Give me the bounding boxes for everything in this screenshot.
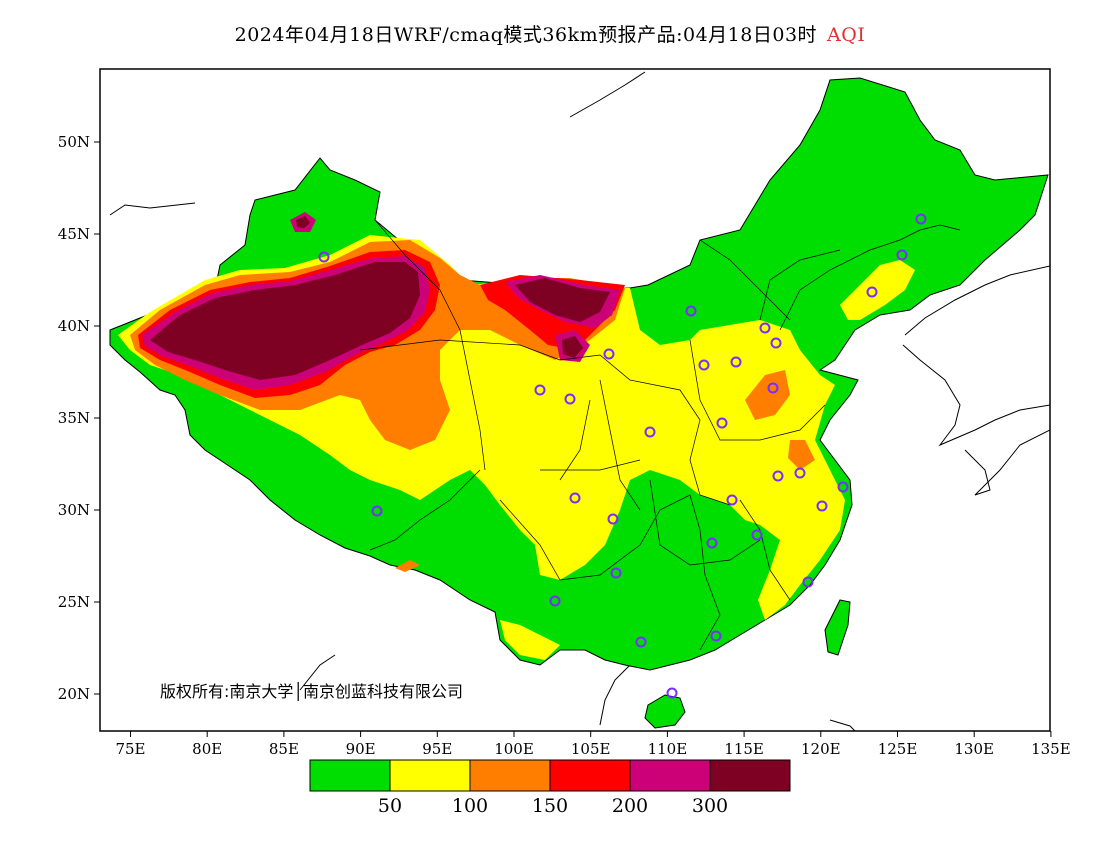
aqi-hotspot-ordos-core <box>562 336 583 358</box>
city-marker <box>837 481 849 493</box>
aqi-region-hazardous <box>150 262 420 380</box>
coastline-korea-japan <box>902 265 1050 496</box>
map-title: 2024年04月18日WRF/cmaq模式36km预报产品:04月18日03时 A… <box>0 20 1100 47</box>
lon-tick-label: 85E <box>269 740 299 758</box>
city-marker <box>726 494 738 506</box>
legend-swatch <box>629 759 711 792</box>
city-marker <box>794 467 806 479</box>
city-marker <box>866 286 878 298</box>
lon-tick-label: 115E <box>724 740 764 758</box>
city-marker <box>896 249 908 261</box>
aqi-region-usg-tibet <box>395 560 420 572</box>
city-marker <box>706 537 718 549</box>
island-taiwan <box>824 599 851 656</box>
legend-label: 100 <box>452 795 488 817</box>
legend-swatch <box>469 759 551 792</box>
city-marker <box>915 213 927 225</box>
lat-tick-label: 50N <box>58 133 90 151</box>
lat-tick-label: 30N <box>58 501 90 519</box>
aqi-region-hazardous-east <box>515 278 610 322</box>
lon-tick-label: 100E <box>494 740 534 758</box>
lon-tick-label: 135E <box>1031 740 1071 758</box>
city-marker <box>759 322 771 334</box>
city-marker <box>772 470 784 482</box>
city-marker <box>730 356 742 368</box>
title-variable: AQI <box>827 24 866 46</box>
lon-tick-label: 75E <box>115 740 145 758</box>
legend-swatch <box>309 759 391 792</box>
city-marker <box>816 500 828 512</box>
title-text: 2024年04月18日WRF/cmaq模式36km预报产品:04月18日03时 <box>234 24 818 46</box>
legend-swatch <box>709 759 791 792</box>
lat-tick-label: 45N <box>58 225 90 243</box>
lon-tick-label: 125E <box>878 740 918 758</box>
city-marker <box>802 576 814 588</box>
city-marker <box>534 384 546 396</box>
city-marker <box>607 513 619 525</box>
lat-tick-label: 20N <box>58 685 90 703</box>
lon-tick-label: 110E <box>648 740 688 758</box>
aqi-region-usg-east <box>745 370 790 420</box>
aqi-region-moderate-south <box>500 620 560 660</box>
city-marker <box>751 529 763 541</box>
city-marker <box>610 567 622 579</box>
legend-label: 50 <box>378 795 402 817</box>
legend-label: 300 <box>692 795 728 817</box>
city-marker <box>549 595 561 607</box>
city-marker <box>644 426 656 438</box>
lat-tick-label: 40N <box>58 317 90 335</box>
legend-label: 150 <box>532 795 568 817</box>
aqi-legend: 50 100 150 200 300 <box>309 759 791 817</box>
aqi-hotspot-north-core <box>296 216 310 228</box>
lat-tick-label: 25N <box>58 593 90 611</box>
lon-tick-label: 120E <box>801 740 841 758</box>
legend-swatch <box>549 759 631 792</box>
city-marker <box>318 251 330 263</box>
legend-swatch <box>389 759 471 792</box>
copyright-text: 版权所有:南京大学│南京创蓝科技有限公司 <box>160 681 463 701</box>
city-marker <box>564 393 576 405</box>
lon-tick-label: 90E <box>346 740 376 758</box>
longitude-axis: 75E 80E 85E 90E 95E 100E 105E 110E 115E 120E 125E 1… <box>115 731 1071 758</box>
city-marker <box>371 505 383 517</box>
city-marker <box>770 337 782 349</box>
city-marker <box>569 492 581 504</box>
lon-tick-label: 95E <box>422 740 452 758</box>
legend-label: 200 <box>612 795 648 817</box>
lon-tick-label: 130E <box>954 740 994 758</box>
city-marker <box>635 636 647 648</box>
aqi-region-usg-east2 <box>788 440 815 470</box>
city-marker <box>716 417 728 429</box>
city-marker <box>767 382 779 394</box>
city-marker <box>698 359 710 371</box>
city-marker <box>710 630 722 642</box>
lon-tick-label: 105E <box>571 740 611 758</box>
province-borders <box>359 219 961 651</box>
latitude-axis: 20N 25N 30N 35N 40N 45N 50N <box>58 133 100 703</box>
city-marker <box>603 348 615 360</box>
city-marker <box>685 305 697 317</box>
map-area: 版权所有:南京大学│南京创蓝科技有限公司 <box>109 71 1050 731</box>
lon-tick-label: 80E <box>192 740 222 758</box>
coastline-sakhalin <box>109 71 646 216</box>
city-marker <box>666 687 678 699</box>
aqi-region-moderate-ne <box>840 260 915 320</box>
lat-tick-label: 35N <box>58 409 90 427</box>
city-markers <box>318 213 927 699</box>
